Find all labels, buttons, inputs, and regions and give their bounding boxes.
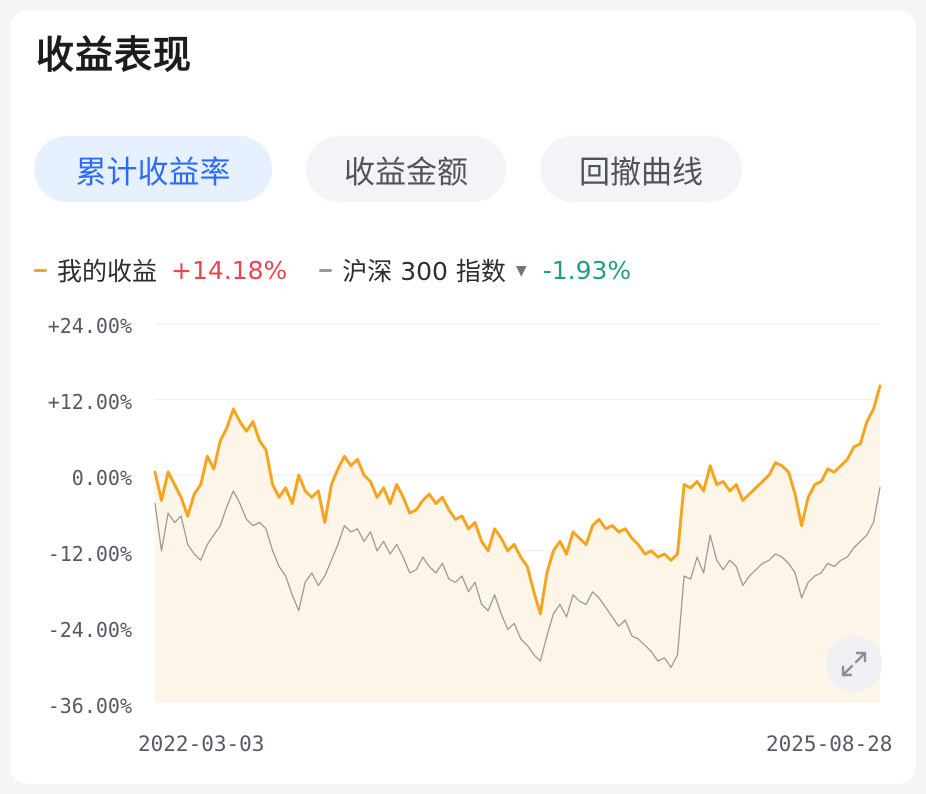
tab-cumulative-return[interactable]: 累计收益率 — [34, 136, 272, 202]
page-title: 收益表现 — [36, 33, 193, 77]
x-tick-end: 2025-08-28 — [766, 732, 893, 756]
tab-drawdown-curve[interactable]: 回撤曲线 — [540, 136, 742, 202]
y-tick-label: -36.00% — [47, 694, 132, 718]
legend-name-mine: 我的收益 — [57, 257, 158, 286]
line-chart — [153, 323, 882, 703]
legend-value-benchmark: -1.93% — [542, 255, 632, 285]
legend-swatch-mine — [34, 268, 47, 272]
legend-name-benchmark: 沪深 300 指数 — [342, 257, 506, 286]
y-tick-label: +12.00% — [47, 390, 132, 414]
caret-down-icon: ▼ — [515, 263, 527, 279]
performance-card: 收益表现 累计收益率 收益金额 回撤曲线 我的收益 +14.18% 沪深 300… — [10, 10, 916, 784]
tab-return-amount[interactable]: 收益金额 — [306, 136, 506, 202]
series-line-benchmark — [154, 486, 881, 669]
expand-chart-button[interactable] — [826, 636, 882, 692]
x-tick-start: 2022-03-03 — [138, 732, 265, 756]
series-area-mine — [155, 385, 880, 702]
y-tick-label: +24.00% — [47, 314, 132, 338]
chart-legend: 我的收益 +14.18% 沪深 300 指数 ▼ -1.93% — [34, 248, 631, 292]
y-tick-label: -24.00% — [47, 618, 132, 642]
benchmark-selector[interactable]: 沪深 300 指数 ▼ — [342, 252, 542, 288]
y-tick-label: -12.00% — [47, 542, 132, 566]
legend-value-mine: +14.18% — [171, 255, 288, 285]
series-line-mine — [153, 384, 882, 616]
expand-icon — [841, 651, 867, 677]
y-tick-label: 0.00% — [71, 466, 132, 490]
legend-swatch-benchmark — [319, 268, 333, 272]
